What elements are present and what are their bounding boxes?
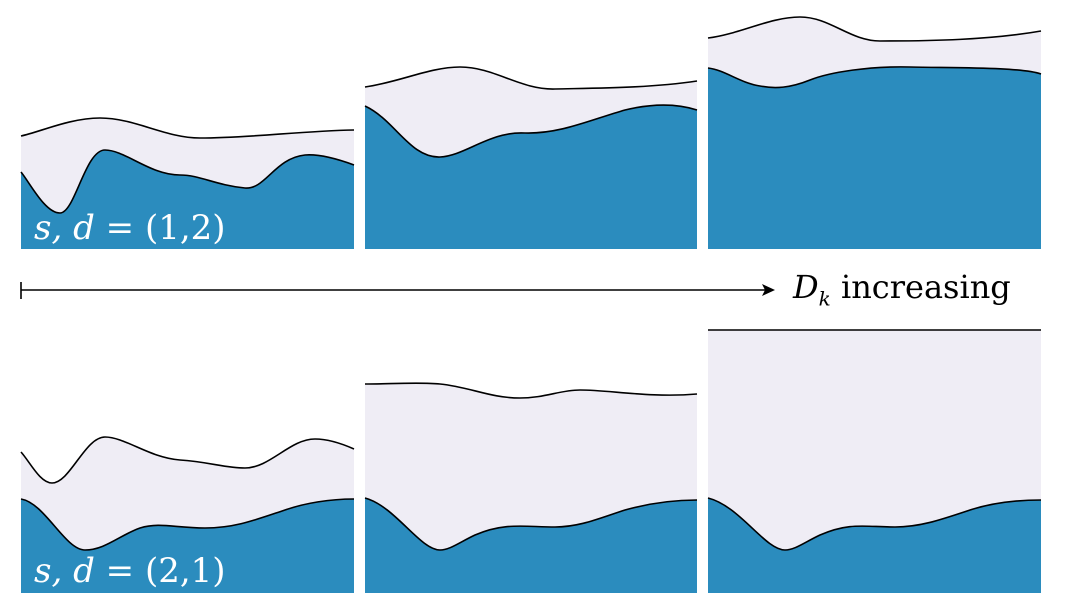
row-label-equals: = [94, 551, 145, 591]
panel-bottom-3 [707, 329, 1042, 593]
row-label-symbol: s, d [34, 551, 95, 591]
gap-region [365, 383, 697, 550]
fluid-surface-line [707, 497, 1042, 551]
fluid-surface-line [20, 149, 355, 214]
panel-top-3 [707, 16, 1042, 249]
axis-caption-text: increasing [840, 268, 1011, 306]
panel-bottom-2 [364, 382, 698, 593]
upper-surface-line [707, 16, 1042, 42]
gap-region [21, 437, 354, 550]
fluid-region [21, 499, 354, 593]
gap-region [365, 67, 697, 158]
fluid-surface-line [707, 66, 1042, 89]
row-label-value: (1,2) [144, 208, 226, 248]
panel-top-2 [364, 66, 698, 249]
axis-caption: Dk increasing [793, 268, 1011, 310]
row-label-equals: = [94, 208, 145, 248]
fluid-surface-line [364, 497, 698, 551]
gap-region [21, 118, 354, 213]
fluid-region [365, 105, 697, 249]
upper-surface-line [20, 436, 355, 484]
axis-symbol: D [793, 268, 819, 306]
increasing-arrow [20, 282, 775, 299]
fluid-surface-line [20, 498, 355, 551]
axis-subscript: k [818, 286, 831, 311]
panel-bottom-1 [20, 436, 355, 593]
upper-surface-line [364, 66, 698, 90]
fluid-surface-line [364, 104, 698, 158]
row-label-top: s, d = (1,2) [34, 208, 226, 248]
panel-top-1 [20, 117, 355, 249]
upper-surface-line [20, 117, 355, 139]
row-label-bottom: s, d = (2,1) [34, 551, 226, 591]
fluid-region [708, 498, 1041, 593]
upper-surface-line [364, 382, 698, 399]
fluid-region [708, 66, 1041, 249]
fluid-region [365, 498, 697, 593]
row-label-value: (2,1) [144, 551, 226, 591]
gap-region [708, 17, 1041, 88]
gap-region [708, 330, 1041, 550]
row-label-symbol: s, d [34, 208, 95, 248]
